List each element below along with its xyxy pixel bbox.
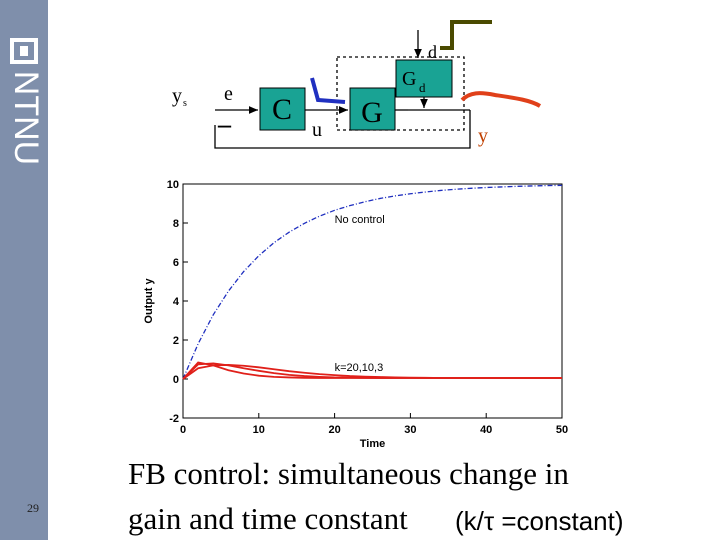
plant-block	[349, 87, 396, 131]
caption-line: gain and time constant	[128, 501, 408, 536]
x-tick-label: 20	[328, 424, 340, 436]
block-diagram	[214, 30, 471, 149]
page-number: 29	[27, 501, 39, 515]
caption-line: FB control: simultaneous change in	[128, 456, 569, 491]
setpoint-subscript: s	[183, 98, 187, 109]
step-signal	[440, 20, 492, 50]
output-signal	[460, 91, 542, 108]
minus-label: –	[217, 110, 232, 139]
disturbance-block-label: G	[402, 68, 416, 90]
annotation: k=20,10,3	[335, 362, 384, 374]
controller-label: C	[272, 93, 292, 126]
y-tick-label: 8	[173, 218, 179, 230]
output-label: y	[478, 125, 488, 147]
disturbance-block	[395, 59, 453, 98]
input-label: u	[312, 119, 322, 141]
controller-block	[259, 87, 306, 131]
logo-mark	[10, 38, 38, 64]
plant-label: G	[361, 96, 383, 129]
y-tick-label: 2	[173, 335, 179, 347]
sidebar	[0, 0, 48, 540]
y-tick-label: -2	[169, 413, 179, 425]
y-tick-label: 10	[167, 179, 179, 191]
series-line	[182, 184, 563, 380]
y-tick-label: 0	[173, 374, 179, 386]
x-tick-label: 10	[253, 424, 265, 436]
setpoint-label: y	[172, 85, 182, 107]
annotation: No control	[335, 214, 385, 226]
x-tick-label: 50	[556, 424, 568, 436]
x-tick-label: 30	[404, 424, 416, 436]
x-tick-label: 0	[180, 424, 186, 436]
x-axis-label: Time	[360, 438, 385, 450]
process-boundary	[336, 56, 465, 131]
logo-text: NTNU	[7, 71, 45, 165]
error-label: e	[224, 83, 233, 105]
caption-formula: (k/τ =constant)	[455, 506, 624, 536]
disturbance-block-subscript: d	[419, 80, 426, 95]
y-tick-label: 4	[173, 296, 180, 308]
y-tick-label: 6	[173, 257, 179, 269]
feedback-wire	[214, 110, 471, 149]
logo-mark-inner	[20, 46, 28, 56]
x-tick-label: 40	[480, 424, 492, 436]
y-axis-label: Output y	[143, 278, 155, 324]
series-line	[182, 364, 562, 380]
disturbance-label: d	[428, 42, 437, 62]
input-signal	[310, 77, 346, 104]
